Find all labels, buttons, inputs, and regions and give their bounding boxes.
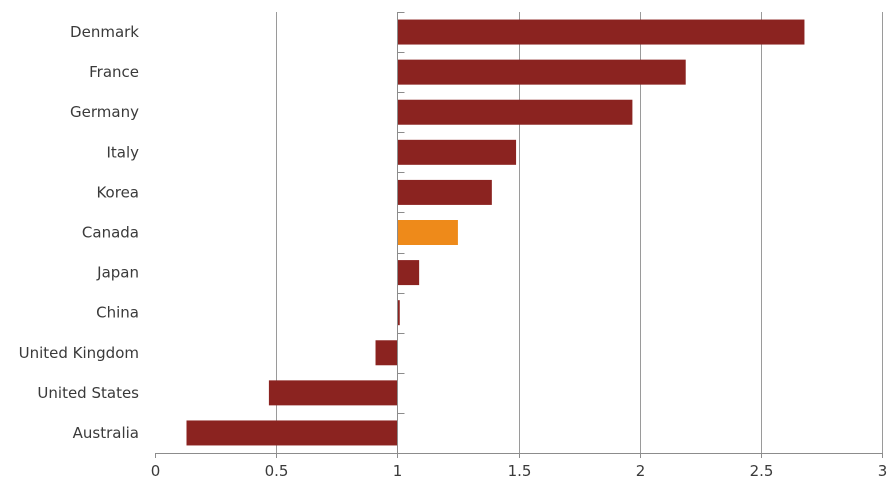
category-label-japan: Japan [96,264,139,282]
bar-canada [397,220,458,245]
x-tick-label-6: 3 [878,462,888,480]
category-label-france: France [89,63,139,81]
x-tick-label-5: 2.5 [750,462,774,480]
bar-united-states [268,380,398,406]
bar-denmark [397,19,805,45]
category-label-germany: Germany [70,103,139,121]
x-tick-label-1: 0.5 [265,462,289,480]
bar-italy [397,139,517,165]
bar-united-kingdom [375,340,398,366]
category-label-canada: Canada [82,224,139,242]
bar-australia [186,420,398,446]
x-tick-label-4: 2 [636,462,646,480]
category-label-united-kingdom: United Kingdom [19,344,139,362]
x-tick-label-2: 1 [393,462,403,480]
category-label-denmark: Denmark [70,23,139,41]
bars [186,19,805,446]
category-label-china: China [96,304,139,322]
x-tick-label-0: 0 [151,462,161,480]
bar-korea [397,179,492,205]
bar-france [397,59,686,85]
x-tick-label-3: 1.5 [508,462,532,480]
bar-china [397,300,400,326]
category-label-italy: Italy [106,143,139,161]
category-label-australia: Australia [73,424,139,442]
category-label-united-states: United States [37,384,139,402]
bar-germany [397,99,633,125]
bar-japan [397,260,420,286]
category-labels: Denmark France Germany Italy Korea Canada Japa… [19,23,140,442]
category-label-korea: Korea [96,183,139,201]
x-axis: 0 0.5 1 1.5 2 2.5 3 [151,12,888,480]
